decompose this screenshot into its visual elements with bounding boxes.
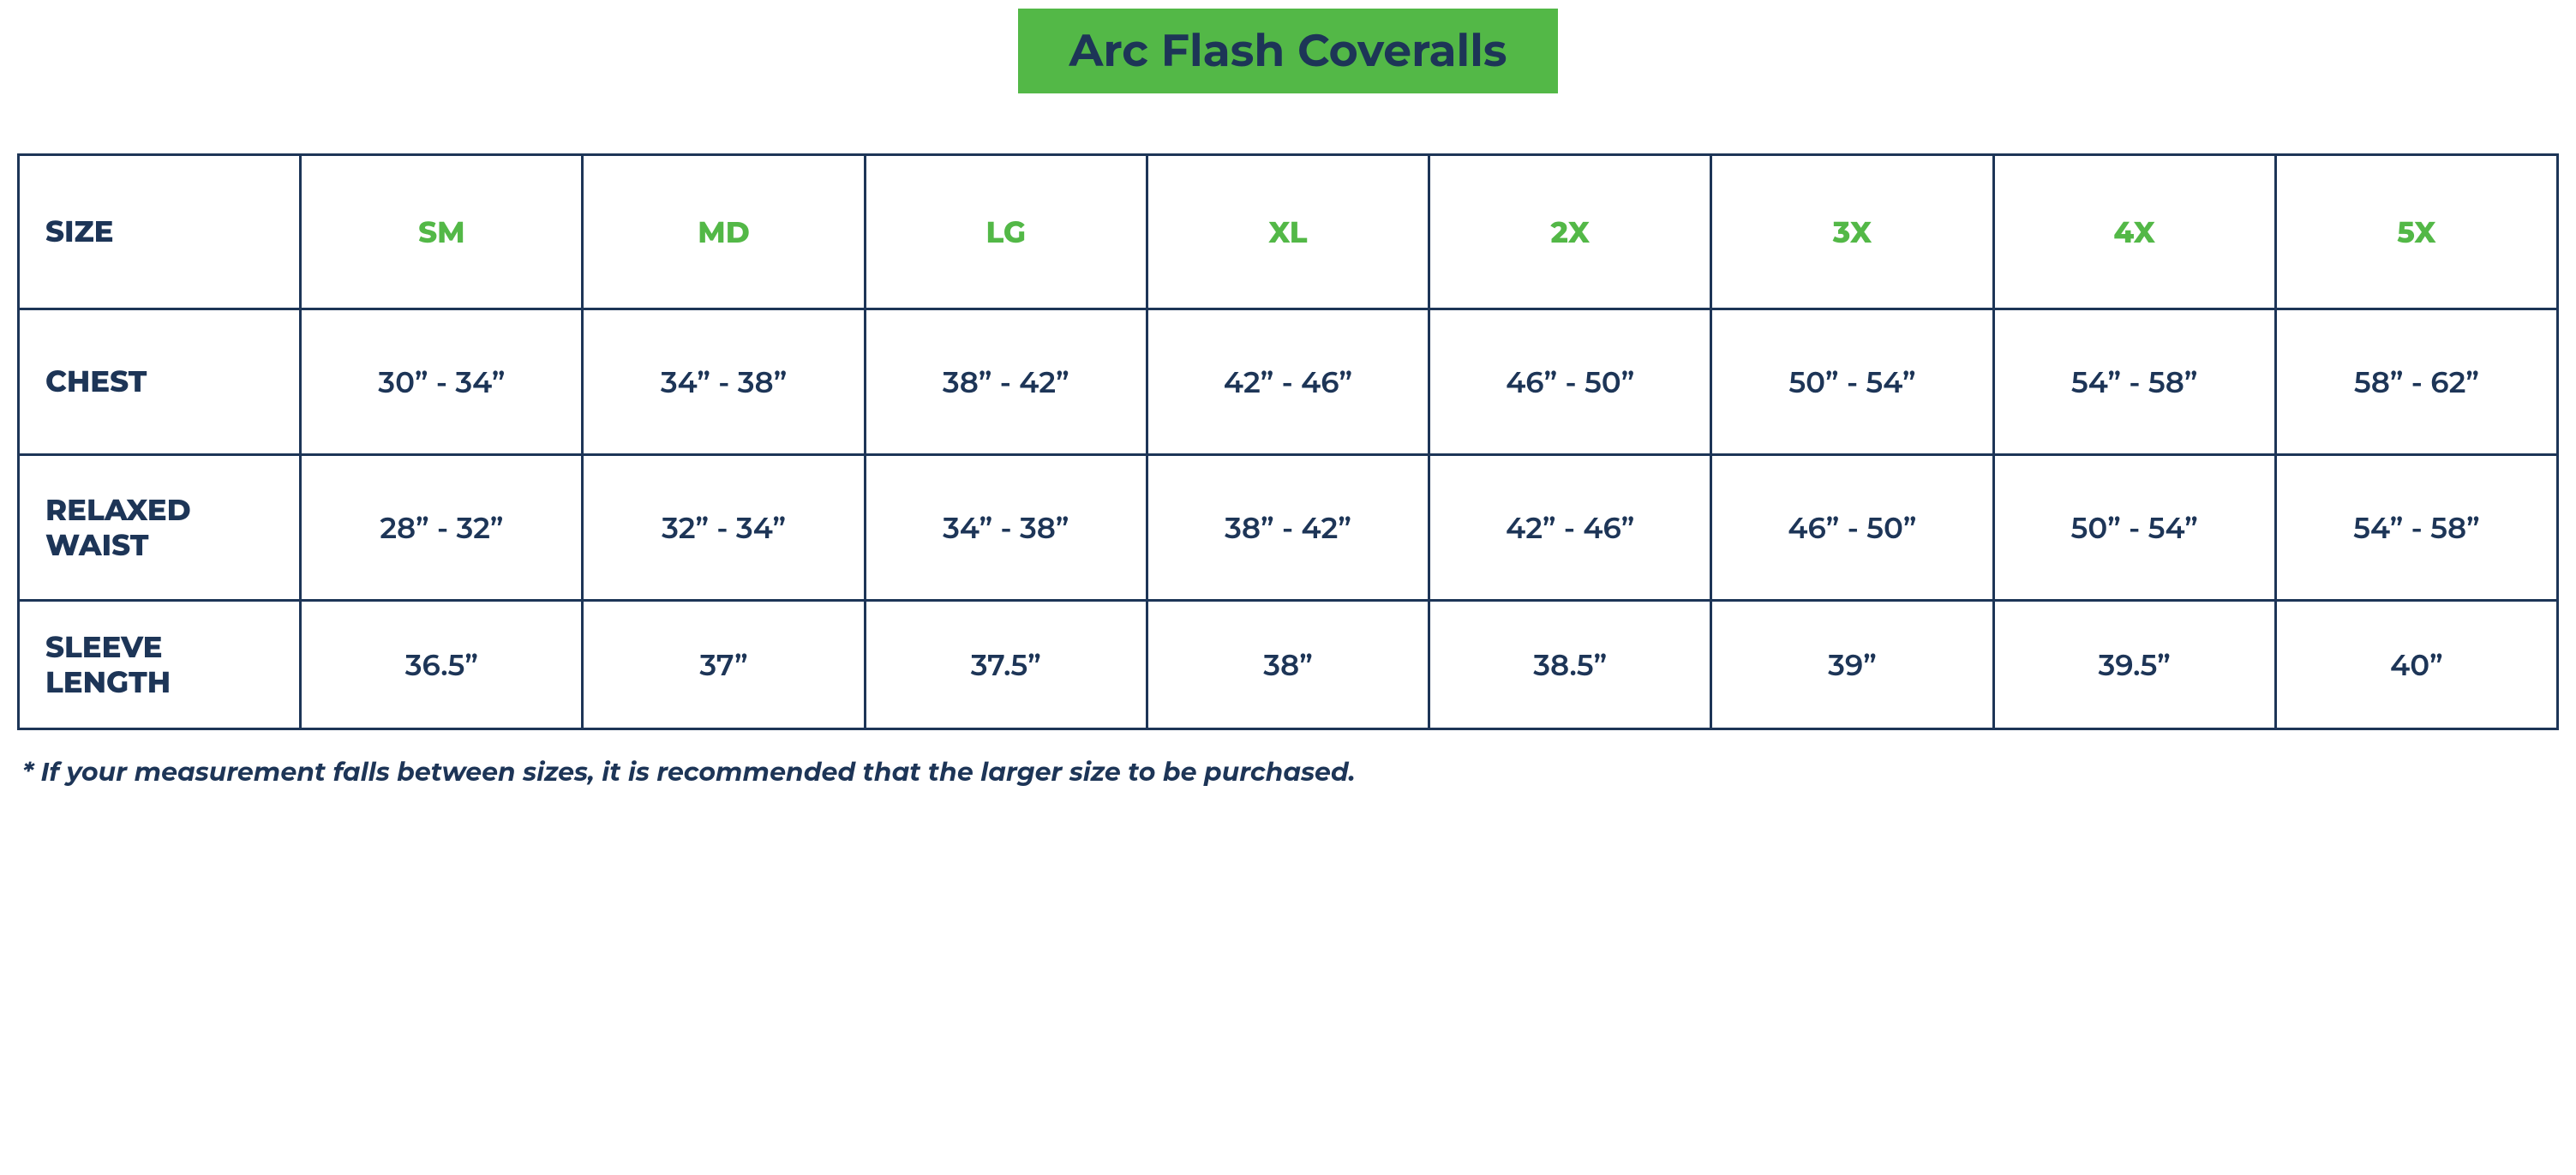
header-xl: XL [1147, 155, 1429, 309]
cell: 38” - 42” [1147, 455, 1429, 601]
row-chest: CHEST 30” - 34” 34” - 38” 38” - 42” 42” … [19, 309, 2558, 455]
cell: 42” - 46” [1147, 309, 1429, 455]
header-size: SIZE [19, 155, 301, 309]
row-relaxed-waist: RELAXED WAIST 28” - 32” 32” - 34” 34” - … [19, 455, 2558, 601]
cell: 39.5” [1993, 601, 2275, 729]
cell: 38” - 42” [865, 309, 1147, 455]
cell: 39” [1711, 601, 1993, 729]
header-sm: SM [301, 155, 583, 309]
page-title: Arc Flash Coveralls [1018, 9, 1559, 93]
cell: 38.5” [1429, 601, 1711, 729]
row-label-sleeve: SLEEVE LENGTH [19, 601, 301, 729]
cell: 34” - 38” [583, 309, 865, 455]
cell: 37.5” [865, 601, 1147, 729]
cell: 36.5” [301, 601, 583, 729]
cell: 42” - 46” [1429, 455, 1711, 601]
row-label-waist: RELAXED WAIST [19, 455, 301, 601]
cell: 50” - 54” [1993, 455, 2275, 601]
cell: 37” [583, 601, 865, 729]
cell: 30” - 34” [301, 309, 583, 455]
header-4x: 4X [1993, 155, 2275, 309]
header-lg: LG [865, 155, 1147, 309]
header-3x: 3X [1711, 155, 1993, 309]
cell: 38” [1147, 601, 1429, 729]
cell: 46” - 50” [1711, 455, 1993, 601]
size-chart-table: SIZE SM MD LG XL 2X 3X 4X 5X CHEST 30” -… [17, 153, 2559, 730]
cell: 34” - 38” [865, 455, 1147, 601]
cell: 28” - 32” [301, 455, 583, 601]
header-md: MD [583, 155, 865, 309]
row-sleeve-length: SLEEVE LENGTH 36.5” 37” 37.5” 38” 38.5” … [19, 601, 2558, 729]
header-5x: 5X [2275, 155, 2557, 309]
cell: 58” - 62” [2275, 309, 2557, 455]
row-label-chest: CHEST [19, 309, 301, 455]
cell: 46” - 50” [1429, 309, 1711, 455]
header-2x: 2X [1429, 155, 1711, 309]
cell: 50” - 54” [1711, 309, 1993, 455]
cell: 54” - 58” [1993, 309, 2275, 455]
cell: 40” [2275, 601, 2557, 729]
footnote: * If your measurement falls between size… [17, 756, 2559, 788]
cell: 32” - 34” [583, 455, 865, 601]
cell: 54” - 58” [2275, 455, 2557, 601]
header-row: SIZE SM MD LG XL 2X 3X 4X 5X [19, 155, 2558, 309]
